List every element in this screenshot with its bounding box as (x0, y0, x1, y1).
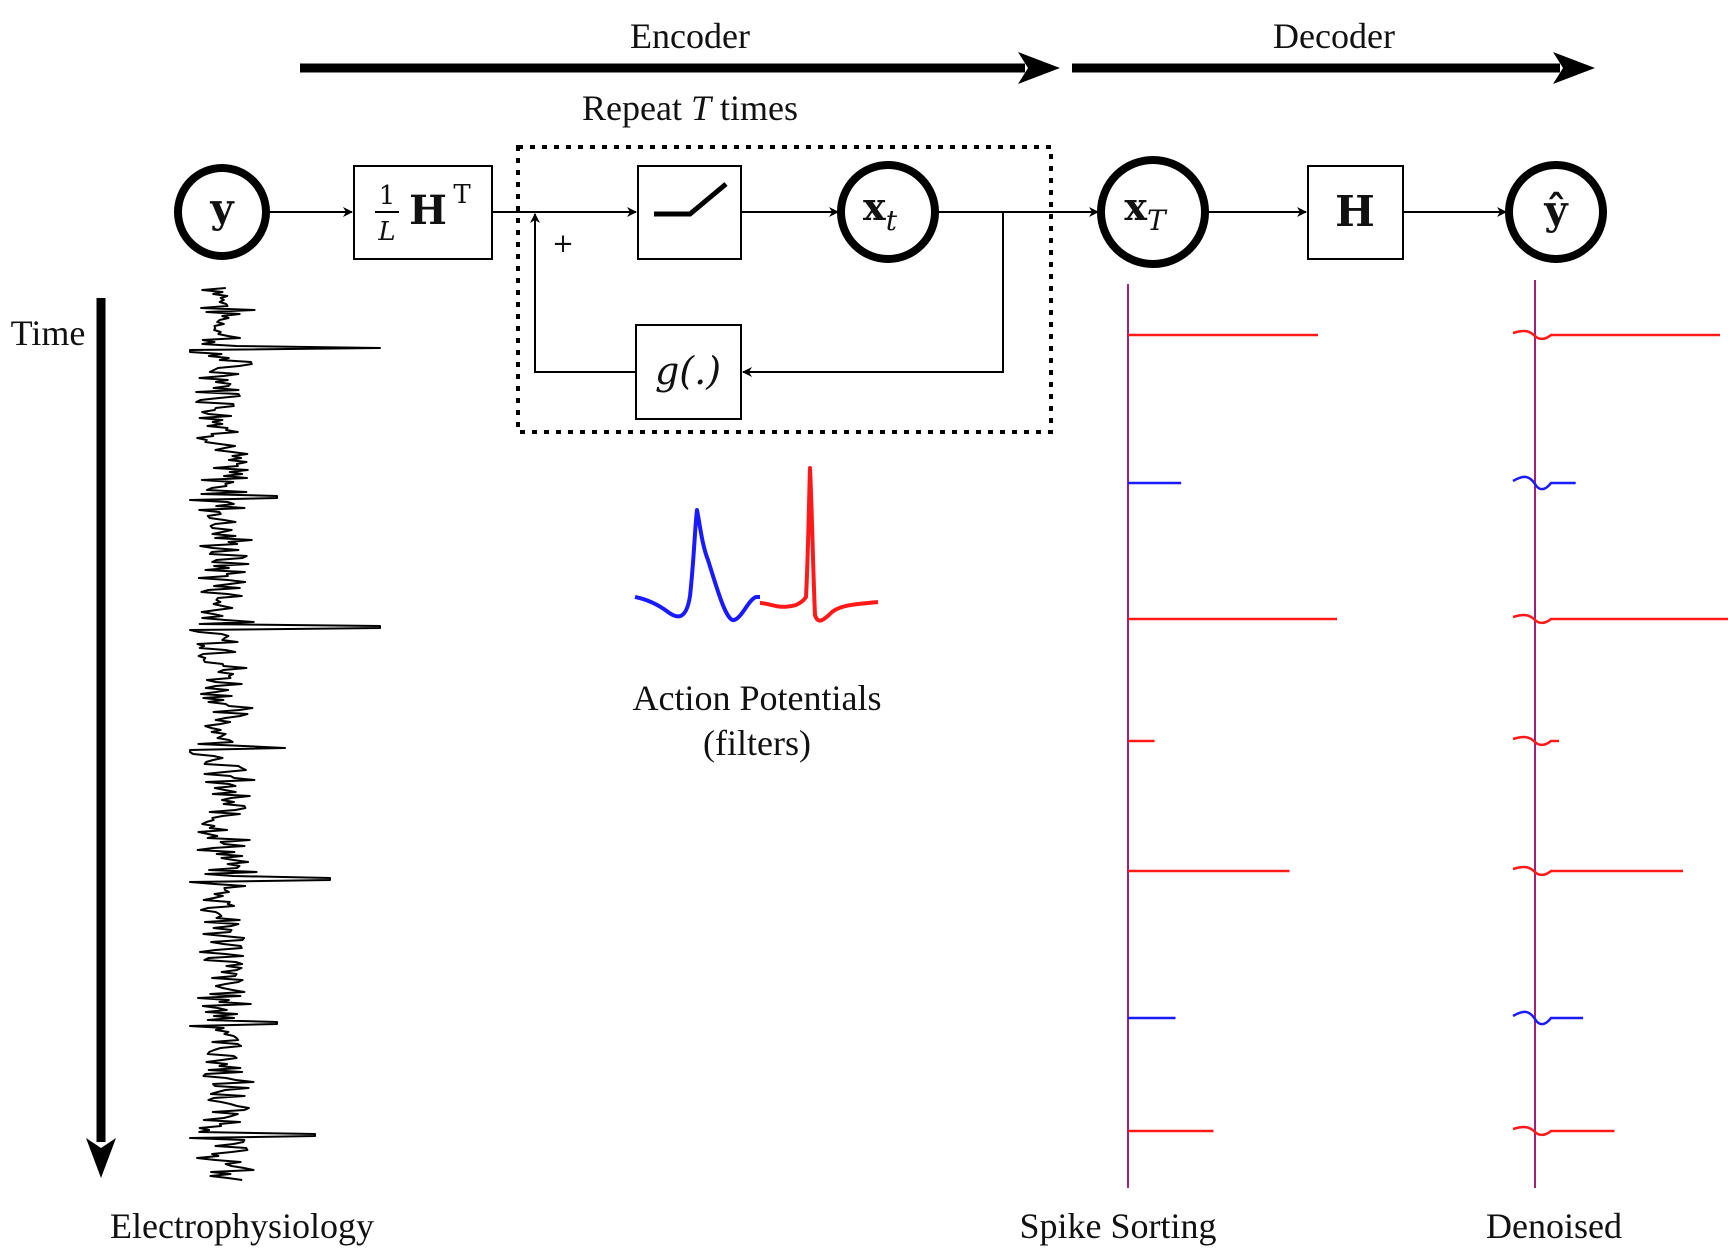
xT-sub: T (1147, 204, 1168, 237)
code-node-xT-label: xT (1124, 184, 1168, 237)
spike-sorting-spikes (1128, 333, 1337, 1133)
threshold-icon (654, 182, 728, 217)
xt-sub: t (886, 204, 898, 237)
decoder-arrow (1072, 52, 1595, 84)
repeat-suffix: times (711, 88, 798, 128)
fraction-denominator: L (377, 217, 395, 247)
decoder-label: Decoder (1273, 16, 1395, 56)
denoised-spike-6 (1512, 1010, 1584, 1026)
output-node-yhat (1505, 161, 1607, 263)
flow-connectors (266, 207, 1507, 377)
encoder-matrix-transpose: T (453, 180, 471, 210)
denoised-spike-7 (1512, 1125, 1615, 1137)
filters-label: (filters) (703, 723, 811, 763)
action-potential-blue (634, 508, 760, 622)
xT-main: x (1124, 184, 1147, 229)
xt-main: x (863, 184, 886, 229)
time-axis-arrow (86, 298, 116, 1178)
denoised-spike-2 (1512, 475, 1576, 491)
repeat-prefix: Repeat (582, 88, 691, 128)
denoised-spike-4 (1512, 735, 1560, 747)
encoder-label: Encoder (630, 16, 750, 56)
decoder-matrix-H: H (1335, 187, 1375, 236)
denoised-spikes (1512, 329, 1728, 1137)
time-label: Time (11, 313, 86, 353)
encoder-arrow (300, 52, 1060, 84)
fraction-numerator: 1 (379, 181, 396, 211)
repeat-label: Repeat T times (582, 88, 798, 128)
output-node-yhat-label: ŷ (1543, 187, 1569, 234)
denoised-spike-3 (1512, 613, 1728, 625)
electrophysiology-trace (189, 287, 381, 1181)
electrophysiology-label: Electrophysiology (110, 1206, 374, 1246)
denoised-label: Denoised (1486, 1206, 1622, 1246)
denoised-spike-1 (1512, 329, 1720, 341)
arrow-xt-to-g (742, 212, 1004, 377)
arrow-g-to-sum (530, 213, 636, 373)
feedback-g-label: g(.) (655, 349, 721, 393)
spike-sorting-label: Spike Sorting (1019, 1206, 1216, 1246)
repeat-loop-box (516, 145, 1053, 434)
repeat-variable: T (691, 88, 714, 128)
action-potentials-label: Action Potentials (633, 678, 882, 718)
state-node-xt-label: xt (863, 184, 898, 237)
feedback-g-box (635, 324, 742, 420)
denoised-spike-5 (1512, 865, 1683, 877)
sum-plus-sign: + (552, 229, 574, 259)
input-node-y-label: y (209, 185, 235, 232)
encoder-matrix-H: H (409, 187, 447, 234)
action-potential-red (759, 466, 879, 623)
